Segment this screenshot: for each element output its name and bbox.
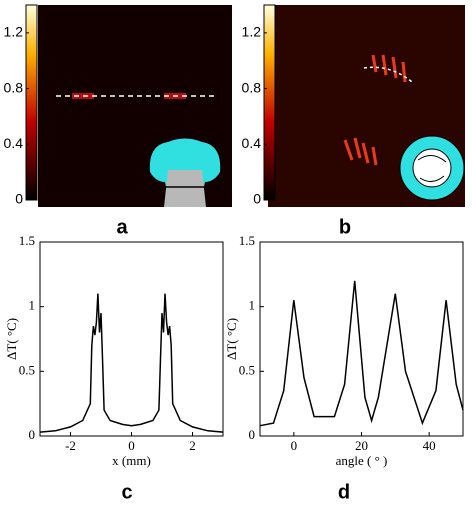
x-tick-label: 20 — [355, 438, 368, 453]
y-axis-label: ΔT( °C) — [4, 318, 19, 360]
colorbar: 0 0.4 0.8 1.2 — [4, 4, 38, 207]
colorbar: 0 0.4 0.8 1.2 — [242, 4, 276, 207]
panel-label: b — [339, 216, 351, 238]
y-tick-label: 1 — [249, 298, 256, 313]
colorbar-tick-label: 0.4 — [4, 135, 24, 151]
x-tick-label: 40 — [423, 438, 436, 453]
x-tick-label: 0 — [291, 438, 298, 453]
data-line — [259, 280, 464, 427]
y-tick-label: 0.5 — [19, 362, 35, 377]
heatmap-image — [268, 5, 465, 207]
x-axis-label: angle ( ° ) — [336, 453, 388, 468]
y-tick-label: 1.5 — [239, 233, 255, 248]
panel-label: a — [116, 216, 128, 238]
y-tick-label: 0.5 — [239, 362, 255, 377]
colorbar-tick-label: 0 — [15, 191, 23, 207]
y-tick-label: 0 — [249, 427, 256, 442]
colorbar-tick-label: 1.2 — [4, 24, 24, 40]
x-tick-label: -2 — [65, 438, 76, 453]
colorbar-tick-label: 0.8 — [242, 79, 262, 95]
colorbar-tick-label: 0.4 — [242, 135, 262, 151]
data-line — [39, 293, 224, 433]
panel-label: d — [338, 481, 350, 503]
panel-label: c — [121, 481, 132, 503]
colorbar-tick-label: 0 — [253, 191, 261, 207]
x-tick-label: 2 — [189, 438, 196, 453]
y-tick-label: 1.5 — [19, 233, 35, 248]
plot-frame — [39, 241, 224, 437]
heatmap-image — [38, 5, 232, 207]
y-tick-label: 0 — [29, 427, 36, 442]
x-tick-label: 0 — [128, 438, 135, 453]
x-axis-label: x (mm) — [112, 453, 151, 468]
y-axis-label: ΔT( °C) — [224, 318, 239, 360]
y-tick-label: 1 — [29, 298, 36, 313]
colorbar-tick-label: 1.2 — [242, 24, 262, 40]
colorbar-tick-label: 0.8 — [4, 79, 24, 95]
colorbar-scale — [263, 4, 276, 201]
plot-frame — [259, 241, 464, 437]
colorbar-scale — [25, 4, 38, 201]
